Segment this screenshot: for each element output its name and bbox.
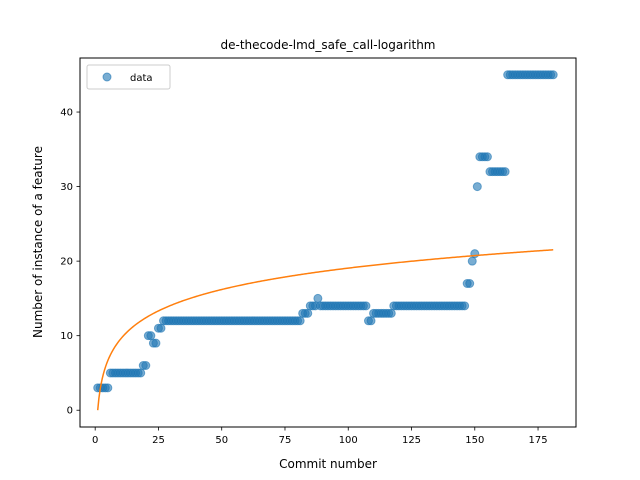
data-point <box>460 301 470 311</box>
data-point <box>386 308 396 318</box>
x-tick-label: 175 <box>528 435 547 446</box>
data-point <box>303 308 313 318</box>
y-axis-label: Number of instance of a feature <box>31 146 45 338</box>
legend-box <box>86 64 171 90</box>
legend: data <box>86 64 171 90</box>
plot-frame <box>79 57 577 428</box>
x-axis-label: Commit number <box>279 457 377 471</box>
legend-marker-data <box>102 72 112 82</box>
data-point <box>366 316 376 326</box>
x-tick-label: 0 <box>92 435 98 446</box>
x-axis: 0 25 50 75 100 125 150 175 <box>92 427 548 446</box>
data-point <box>482 152 492 162</box>
data-point <box>141 361 151 370</box>
data-point <box>313 293 323 303</box>
x-tick-label: 50 <box>215 435 228 446</box>
y-axis: 0 10 20 30 40 <box>60 108 80 417</box>
data-point <box>361 301 371 311</box>
fit-line <box>96 249 554 411</box>
data-point <box>295 316 305 326</box>
data-point <box>465 279 475 288</box>
x-tick-label: 125 <box>402 435 421 446</box>
data-point <box>156 323 166 333</box>
x-tick-label: 25 <box>152 435 165 446</box>
y-tick-label: 40 <box>60 108 73 119</box>
data-point <box>500 167 510 177</box>
x-tick-label: 100 <box>339 435 358 446</box>
data-point <box>146 331 156 341</box>
data-point <box>151 338 161 348</box>
data-point <box>467 256 477 266</box>
data-point <box>136 368 146 378</box>
legend-label-data: data <box>130 73 153 84</box>
plot-area <box>93 70 558 411</box>
data-point <box>548 70 558 80</box>
y-tick-label: 30 <box>60 182 73 193</box>
data-point <box>472 182 482 192</box>
x-tick-label: 75 <box>279 435 292 446</box>
y-tick-label: 20 <box>60 257 73 268</box>
data-point <box>103 383 113 393</box>
y-tick-label: 0 <box>67 406 73 417</box>
x-tick-label: 150 <box>465 435 484 446</box>
y-tick-label: 10 <box>60 331 73 342</box>
chart-title: de-thecode-lmd_safe_call-logarithm <box>220 38 435 52</box>
